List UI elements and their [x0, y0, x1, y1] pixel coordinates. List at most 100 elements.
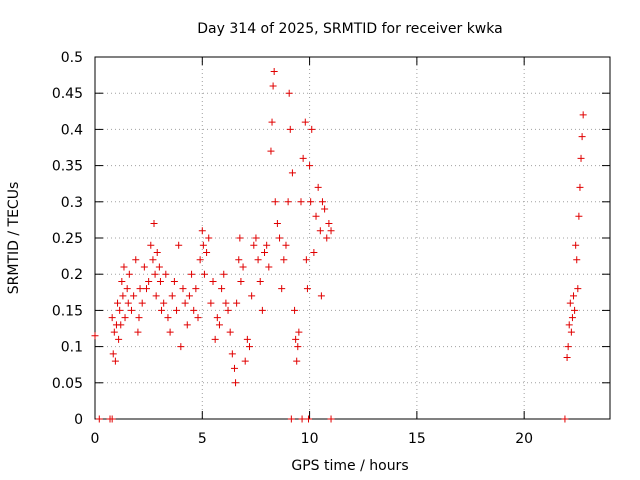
data-point-plus [263, 241, 271, 249]
y-tick-label: 0 [74, 412, 83, 428]
data-point-plus [218, 285, 226, 293]
data-point-plus [578, 133, 586, 141]
data-point-plus [273, 220, 281, 228]
data-point-plus [574, 285, 582, 293]
points-layer [91, 67, 587, 423]
data-point-plus [192, 285, 200, 293]
y-tick-label: 0.4 [61, 122, 83, 138]
data-point-plus [286, 125, 294, 133]
data-point-plus [563, 353, 571, 361]
data-point-plus [566, 299, 574, 307]
data-point-plus [123, 285, 131, 293]
data-point-plus [256, 277, 264, 285]
data-point-plus [317, 292, 325, 300]
data-point-plus [120, 263, 128, 271]
data-point-plus [285, 89, 293, 97]
data-point-plus [276, 234, 284, 242]
data-point-plus [576, 183, 584, 191]
y-tick-label: 0.45 [52, 86, 83, 102]
data-point-plus [318, 198, 326, 206]
data-point-plus [243, 335, 251, 343]
data-point-plus [220, 270, 228, 278]
data-point-plus [292, 335, 300, 343]
data-point-plus [325, 220, 333, 228]
y-tick-label: 0.25 [52, 231, 83, 247]
data-point-plus [145, 277, 153, 285]
y-tick-label: 0.15 [52, 303, 83, 319]
data-point-plus [226, 328, 234, 336]
data-point-plus [188, 270, 196, 278]
data-point-plus [215, 321, 223, 329]
data-point-plus [132, 256, 140, 264]
data-point-plus [246, 343, 253, 351]
data-point-plus [198, 227, 206, 235]
data-point-plus [232, 379, 240, 387]
data-point-plus [228, 350, 236, 358]
data-point-plus [179, 285, 187, 293]
chart-title: Day 314 of 2025, SRMTID for receiver kwk… [197, 21, 502, 37]
data-point-plus [312, 212, 320, 220]
data-point-plus [316, 227, 324, 235]
y-tick-label: 0.3 [61, 195, 83, 211]
data-point-plus [181, 299, 189, 307]
data-point-plus [147, 241, 155, 249]
data-point-plus [327, 415, 335, 423]
data-point-plus [117, 321, 125, 329]
data-point-plus [119, 292, 127, 300]
data-point-plus [125, 270, 133, 278]
data-point-plus [190, 306, 198, 314]
data-point-plus [268, 118, 276, 126]
data-point-plus [185, 292, 193, 300]
data-point-plus [323, 234, 331, 242]
data-point-plus [162, 270, 170, 278]
data-point-plus [278, 285, 286, 293]
data-point-plus [110, 328, 118, 336]
data-point-plus [570, 292, 578, 300]
data-point-plus [207, 299, 215, 307]
data-point-plus [196, 256, 204, 264]
data-point-plus [301, 118, 309, 126]
data-point-plus [149, 256, 157, 264]
data-point-plus [237, 277, 245, 285]
data-point-plus [134, 328, 142, 336]
data-point-plus [135, 314, 143, 322]
data-point-plus [270, 67, 278, 75]
y-tick-label: 0.5 [61, 50, 83, 66]
data-point-plus [314, 183, 322, 191]
data-point-plus [209, 277, 217, 285]
data-point-plus [175, 241, 183, 249]
data-point-plus [91, 332, 99, 340]
data-point-plus [203, 248, 211, 256]
data-point-plus [307, 198, 315, 206]
y-tick-label: 0.35 [52, 159, 83, 175]
data-point-plus [166, 328, 174, 336]
data-point-plus [118, 277, 126, 285]
data-point-plus [124, 299, 132, 307]
data-point-plus [127, 306, 135, 314]
data-point-plus [568, 314, 576, 322]
data-point-plus [151, 270, 159, 278]
data-point-plus [230, 364, 238, 372]
x-tick-label: 10 [301, 431, 319, 447]
data-point-plus [258, 306, 266, 314]
data-point-plus [303, 285, 311, 293]
data-point-plus [170, 277, 178, 285]
data-point-plus [114, 299, 122, 307]
data-point-plus [236, 234, 244, 242]
y-tick-label: 0.1 [61, 340, 83, 356]
data-point-plus [108, 314, 116, 322]
data-point-plus [95, 415, 103, 423]
x-tick-label: 20 [515, 431, 533, 447]
data-point-plus [271, 198, 279, 206]
data-point-plus [152, 292, 160, 300]
data-point-plus [298, 415, 306, 423]
data-point-plus [564, 343, 572, 351]
y-axis-label: SRMTID / TECUs [6, 182, 22, 295]
data-point-plus [302, 256, 310, 264]
data-point-plus [156, 277, 164, 285]
data-point-plus [269, 82, 277, 90]
data-point-plus [121, 314, 129, 322]
data-point-plus [155, 263, 163, 271]
